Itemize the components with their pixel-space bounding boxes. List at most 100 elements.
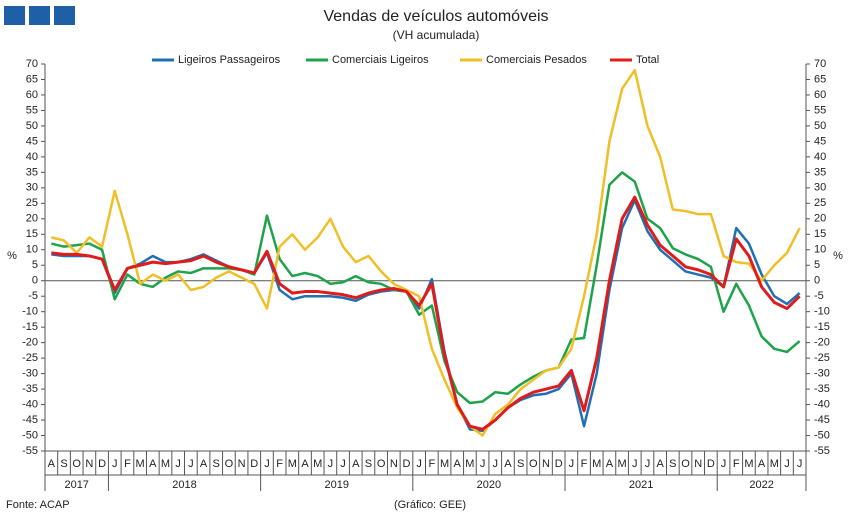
x-tick-label: M xyxy=(618,458,627,470)
x-tick-label: F xyxy=(581,458,588,470)
y-tick-label: 30 xyxy=(26,182,38,194)
y2-tick-label: 70 xyxy=(814,58,826,70)
y-tick-label: 65 xyxy=(26,73,38,85)
year-label: 2019 xyxy=(324,479,348,491)
x-tick-label: J xyxy=(340,458,346,470)
x-tick-label: J xyxy=(328,458,334,470)
x-tick-label: J xyxy=(175,458,181,470)
x-tick-label: M xyxy=(744,458,753,470)
x-tick-label: M xyxy=(161,458,170,470)
x-tick-label: J xyxy=(264,458,270,470)
x-tick-label: O xyxy=(225,458,234,470)
x-tick-label: J xyxy=(721,458,727,470)
y2-tick-label: -40 xyxy=(814,398,830,410)
y2-tick-label: -10 xyxy=(814,306,830,318)
y2-tick-label: 30 xyxy=(814,182,826,194)
y-tick-label: 55 xyxy=(26,104,38,116)
x-tick-label: M xyxy=(288,458,297,470)
y2-tick-label: 25 xyxy=(814,197,826,209)
y-axis-label: % xyxy=(7,250,17,262)
x-tick-label: S xyxy=(60,458,67,470)
y-tick-label: -10 xyxy=(22,306,38,318)
y-tick-label: 35 xyxy=(26,166,38,178)
year-label: 2017 xyxy=(64,479,88,491)
y2-tick-label: 50 xyxy=(814,120,826,132)
y2-tick-label: -45 xyxy=(814,414,830,426)
legend-label: Comerciais Ligeiros xyxy=(332,54,429,66)
year-label: 2020 xyxy=(477,479,501,491)
y2-tick-label: 15 xyxy=(814,228,826,240)
y-tick-label: -50 xyxy=(22,429,38,441)
legend-label: Ligeiros Passageiros xyxy=(178,54,281,66)
x-tick-label: J xyxy=(569,458,575,470)
x-tick-label: D xyxy=(555,458,563,470)
x-tick-label: S xyxy=(669,458,676,470)
y-tick-label: 45 xyxy=(26,135,38,147)
x-tick-label: J xyxy=(416,458,422,470)
x-tick-label: O xyxy=(681,458,690,470)
y-tick-label: 20 xyxy=(26,213,38,225)
y-tick-label: 10 xyxy=(26,244,38,256)
y2-axis-label: % xyxy=(833,250,843,262)
logo-block xyxy=(29,6,50,25)
series-line xyxy=(51,68,801,437)
y2-tick-label: -25 xyxy=(814,352,830,364)
y2-tick-label: 55 xyxy=(814,104,826,116)
y-tick-label: -30 xyxy=(22,368,38,380)
x-tick-label: S xyxy=(365,458,372,470)
series-line xyxy=(51,171,801,405)
y-tick-label: -55 xyxy=(22,445,38,457)
x-tick-label: O xyxy=(377,458,386,470)
year-label: 2021 xyxy=(629,479,653,491)
x-tick-label: A xyxy=(200,458,208,470)
x-tick-label: J xyxy=(632,458,638,470)
x-tick-label: N xyxy=(390,458,398,470)
x-tick-label: D xyxy=(98,458,106,470)
y-tick-label: -40 xyxy=(22,398,38,410)
x-tick-label: A xyxy=(352,458,360,470)
year-label: 2018 xyxy=(172,479,196,491)
y2-tick-label: -35 xyxy=(814,383,830,395)
y-tick-label: 50 xyxy=(26,120,38,132)
y2-tick-label: 40 xyxy=(814,151,826,163)
x-tick-label: M xyxy=(592,458,601,470)
y2-tick-label: 5 xyxy=(814,259,820,271)
x-tick-label: M xyxy=(440,458,449,470)
y-tick-label: 60 xyxy=(26,89,38,101)
y2-tick-label: -30 xyxy=(814,368,830,380)
x-tick-label: N xyxy=(694,458,702,470)
x-tick-label: F xyxy=(428,458,435,470)
x-tick-label: D xyxy=(250,458,258,470)
series-line xyxy=(51,195,801,431)
y2-tick-label: 35 xyxy=(814,166,826,178)
source: Fonte: ACAP xyxy=(6,499,70,511)
x-tick-label: M xyxy=(313,458,322,470)
y2-tick-label: 60 xyxy=(814,89,826,101)
x-tick-label: F xyxy=(124,458,131,470)
x-tick-label: A xyxy=(656,458,664,470)
chart-subtitle: (VH acumulada) xyxy=(393,28,480,42)
x-tick-label: A xyxy=(758,458,766,470)
x-tick-label: J xyxy=(797,458,803,470)
legend-label: Comerciais Pesados xyxy=(486,54,587,66)
y-tick-label: 15 xyxy=(26,228,38,240)
x-tick-label: O xyxy=(529,458,538,470)
x-tick-label: A xyxy=(504,458,512,470)
x-tick-label: N xyxy=(85,458,93,470)
y-tick-label: -5 xyxy=(28,290,38,302)
x-tick-label: J xyxy=(784,458,790,470)
x-tick-label: D xyxy=(402,458,410,470)
y-tick-label: -15 xyxy=(22,321,38,333)
y2-tick-label: 45 xyxy=(814,135,826,147)
x-tick-label: J xyxy=(480,458,486,470)
y2-tick-label: 10 xyxy=(814,244,826,256)
x-tick-label: F xyxy=(276,458,283,470)
chart-title: Vendas de veículos automóveis xyxy=(323,8,548,25)
x-tick-label: S xyxy=(517,458,524,470)
x-tick-label: J xyxy=(112,458,118,470)
logo-block xyxy=(54,6,75,25)
y2-tick-label: -50 xyxy=(814,429,830,441)
x-tick-label: A xyxy=(606,458,614,470)
y2-tick-label: 0 xyxy=(814,275,820,287)
